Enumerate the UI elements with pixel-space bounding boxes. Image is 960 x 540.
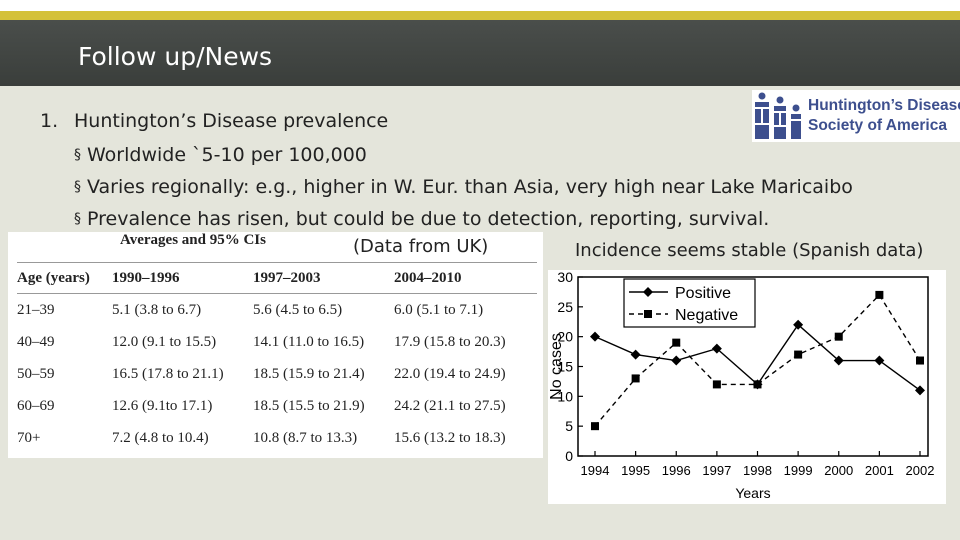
data-point-positive	[915, 385, 925, 396]
table-cell: 70+	[17, 429, 41, 446]
slide-title: Follow up/News	[78, 42, 273, 71]
x-tick-label: 1996	[662, 463, 691, 478]
data-point-negative	[834, 332, 843, 341]
x-tick-label: 1999	[784, 463, 813, 478]
table-cell: 5.6 (4.5 to 6.5)	[253, 301, 343, 318]
y-tick-label: 20	[557, 329, 573, 345]
logo-line-2: Society of America	[808, 117, 947, 134]
table-row: 70+ 7.2 (4.8 to 10.4) 10.8 (8.7 to 13.3) 15…	[17, 422, 537, 454]
y-tick-label: 10	[557, 388, 573, 404]
prevalence-table: Age (years) 1990–1996 1997–2003 2004–201…	[17, 262, 537, 454]
uk-data-caption: (Data from UK)	[353, 236, 489, 257]
bullet-square-icon: §	[74, 147, 81, 163]
table-row: 50–59 16.5 (17.8 to 21.1) 18.5 (15.9 to 21…	[17, 358, 537, 390]
table-cell: 18.5 (15.5 to 21.9)	[253, 397, 365, 414]
data-point-positive	[590, 331, 600, 342]
y-axis-label: No cases	[548, 333, 565, 400]
logo-line-1: Huntington’s Disease	[808, 97, 960, 114]
data-point-negative	[753, 380, 762, 389]
spain-data-caption: Incidence seems stable (Spanish data)	[575, 240, 924, 261]
bullet-1-text: Huntington’s Disease prevalence	[74, 110, 389, 132]
table-cell: 16.5 (17.8 to 21.1)	[112, 365, 224, 382]
table-cell: 50–59	[17, 365, 55, 382]
table-cell: 5.1 (3.8 to 6.7)	[112, 301, 202, 318]
legend-label-positive: Positive	[675, 285, 731, 302]
data-point-negative	[672, 338, 681, 347]
hdsa-figures-logo-icon	[755, 92, 801, 139]
data-point-positive	[833, 355, 844, 366]
table-cell: 12.0 (9.1 to 15.5)	[112, 333, 217, 350]
table-cell: 7.2 (4.8 to 10.4)	[112, 429, 209, 446]
data-point-negative	[631, 374, 640, 383]
hdsa-logo: Huntington’s Disease Society of America	[752, 90, 960, 142]
bullet-1-number: 1.	[40, 110, 59, 132]
table-cell: 60–69	[17, 397, 55, 414]
bullet-square-icon: §	[74, 211, 81, 227]
y-tick-label: 25	[557, 299, 573, 315]
hdsa-logo-text: Huntington’s Disease Society of America	[808, 96, 960, 136]
table-cell: 40–49	[17, 333, 55, 350]
data-point-positive	[874, 355, 885, 366]
table-row: 40–49 12.0 (9.1 to 15.5) 14.1 (11.0 to 16.…	[17, 326, 537, 358]
table-cell: 18.5 (15.9 to 21.4)	[253, 365, 365, 382]
x-tick-label: 1997	[702, 463, 731, 478]
prevalence-table-panel: Averages and 95% CIs Age (years) 1990–19…	[8, 232, 543, 458]
table-cell: 17.9 (15.8 to 20.3)	[394, 333, 506, 350]
data-point-positive	[630, 349, 641, 360]
table-row: 21–39 5.1 (3.8 to 6.7) 5.6 (4.5 to 6.5) 6.0…	[17, 294, 537, 327]
y-tick-label: 5	[565, 418, 573, 434]
y-tick-label: 0	[565, 448, 573, 464]
x-tick-label: 2002	[906, 463, 935, 478]
sub-bullet-3: § Prevalence has risen, but could be due …	[74, 208, 770, 230]
x-tick-label: 2001	[865, 463, 894, 478]
x-tick-label: 1995	[621, 463, 650, 478]
legend-label-negative: Negative	[675, 307, 738, 324]
table-cell: 21–39	[17, 301, 55, 318]
data-point-negative	[875, 290, 884, 299]
x-tick-label: 1994	[581, 463, 610, 478]
table-cell: 24.2 (21.1 to 27.5)	[394, 397, 506, 414]
table-cell: 15.6 (13.2 to 18.3)	[394, 429, 506, 446]
sub-bullet-2: § Varies regionally: e.g., higher in W. E…	[74, 176, 853, 198]
accent-stripe	[0, 11, 960, 20]
incidence-line-chart: 0 5 10 15 20 25 30 1994 1995 1996 1997 1998 1999 2000…	[548, 269, 935, 501]
data-point-positive	[711, 343, 722, 354]
table-header-cell: Age (years)	[17, 262, 112, 294]
data-point-positive	[671, 355, 682, 366]
data-point-negative	[916, 356, 924, 365]
data-point-negative	[591, 422, 599, 431]
bullet-square-icon: §	[74, 179, 81, 195]
header-band	[0, 20, 960, 86]
legend-marker-positive	[643, 287, 653, 297]
y-tick-label: 30	[557, 270, 573, 285]
table-cell: 10.8 (8.7 to 13.3)	[253, 429, 358, 446]
table-cell: 14.1 (11.0 to 16.5)	[253, 333, 365, 350]
table-row: 60–69 12.6 (9.1to 17.1) 18.5 (15.5 to 21.9…	[17, 390, 537, 422]
x-axis-label: Years	[735, 485, 770, 501]
table-cell: 22.0 (19.4 to 24.9)	[394, 365, 506, 382]
sub-bullet-1: § Worldwide `5-10 per 100,000	[74, 144, 367, 166]
data-point-negative	[712, 380, 721, 389]
table-header-cell: 1990–1996	[112, 262, 253, 294]
table-header-cell: 1997–2003	[253, 262, 394, 294]
x-tick-label: 1998	[743, 463, 772, 478]
table-header-cell: 2004–2010	[394, 262, 537, 294]
legend-box	[623, 278, 756, 328]
table-cell: 12.6 (9.1to 17.1)	[112, 397, 213, 414]
table-cell: 6.0 (5.1 to 7.1)	[394, 301, 484, 318]
data-point-positive	[793, 319, 804, 330]
x-tick-label: 2000	[824, 463, 853, 478]
legend-marker-negative	[644, 310, 652, 318]
table-title: Averages and 95% CIs	[120, 232, 266, 248]
data-point-negative	[794, 350, 803, 359]
incidence-chart-panel: 0 5 10 15 20 25 30 1994 1995 1996 1997 1998 1999 2000…	[548, 269, 946, 504]
table-header-row: Age (years) 1990–1996 1997–2003 2004–201…	[17, 262, 537, 294]
y-tick-label: 15	[557, 359, 573, 375]
